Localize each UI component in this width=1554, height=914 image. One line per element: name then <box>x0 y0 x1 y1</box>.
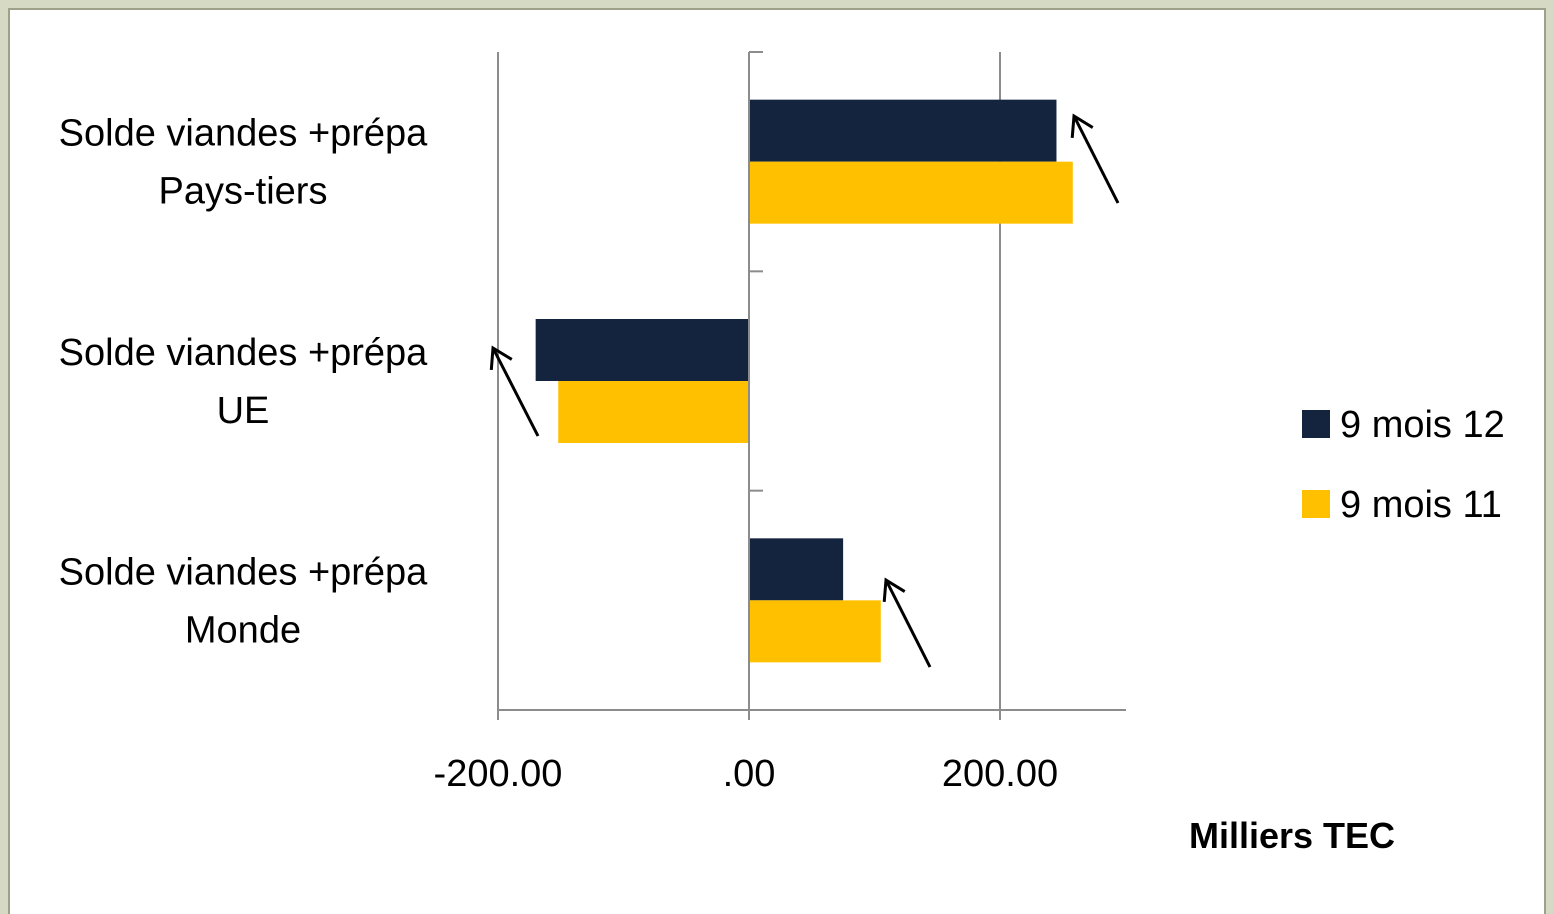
bar <box>749 161 1073 224</box>
legend-label: 9 mois 11 <box>1340 484 1502 526</box>
category-label: Solde viandes +prépa <box>59 332 429 374</box>
category-label: Monde <box>185 609 301 651</box>
category-label: Solde viandes +prépa <box>59 113 429 155</box>
axes <box>497 51 1126 720</box>
bar <box>749 99 1057 162</box>
bar <box>749 600 881 663</box>
bar <box>535 319 749 381</box>
x-tick-label: -200.00 <box>434 753 563 795</box>
category-label: Pays-tiers <box>159 171 328 213</box>
legend: 9 mois 12 9 mois 11 <box>1302 404 1505 526</box>
category-label: UE <box>217 390 270 432</box>
legend-item: 9 mois 11 <box>1302 484 1502 526</box>
trend-arrow <box>489 345 540 437</box>
x-tick-label: 200.00 <box>942 753 1058 795</box>
x-tick-label: .00 <box>723 753 776 795</box>
labels: -200.00 .00 200.00 Solde viandes +prépa Pays… <box>59 113 1058 795</box>
x-axis-title: Milliers TEC <box>1189 815 1395 856</box>
legend-label: 9 mois 12 <box>1340 404 1505 446</box>
legend-item: 9 mois 12 <box>1302 404 1505 446</box>
legend-swatch <box>1302 490 1330 518</box>
bars <box>535 99 1073 663</box>
trend-arrow <box>1070 113 1120 204</box>
trend-arrow <box>882 577 932 668</box>
category-label: Solde viandes +prépa <box>59 551 429 593</box>
legend-swatch <box>1302 410 1330 438</box>
annotations <box>489 113 1120 668</box>
bar <box>558 381 749 443</box>
bar <box>749 538 844 601</box>
